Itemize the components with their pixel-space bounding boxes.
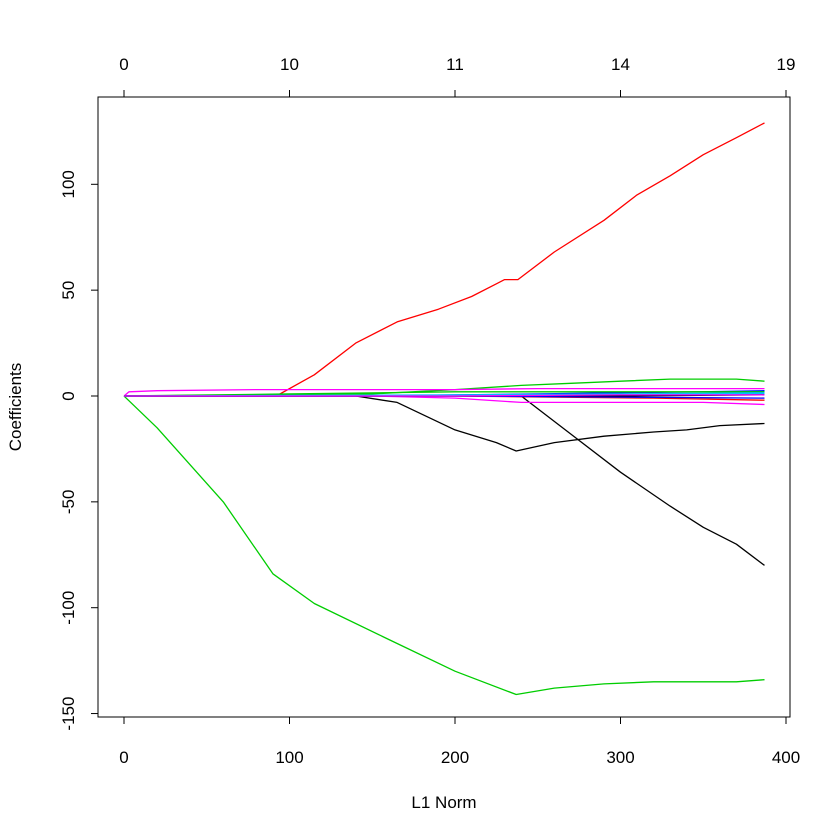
y-tick-label: 100 — [59, 170, 78, 198]
y-tick-label: -50 — [59, 490, 78, 515]
coefficient-path-15 — [124, 394, 765, 397]
axis-layer: 0 100 200 300 400 0 10 11 14 19 -150 -100 -50 0 50 100 — [59, 55, 800, 767]
x-tick-label: 0 — [119, 748, 128, 767]
coefficient-path-2 — [123, 395, 765, 696]
x-tick-label: 100 — [275, 748, 303, 767]
x-tick-label: 200 — [441, 748, 469, 767]
series-layer — [123, 122, 765, 696]
top-tick-label: 14 — [611, 55, 630, 74]
y-tick-label: -150 — [59, 697, 78, 731]
plot-frame — [97, 96, 791, 718]
coefficient-path-5 — [124, 395, 765, 566]
x-axis-title: L1 Norm — [411, 793, 476, 812]
top-tick-label: 10 — [280, 55, 299, 74]
x-tick-label: 400 — [772, 748, 800, 767]
x-tick-label: 300 — [606, 748, 634, 767]
top-tick-label: 0 — [119, 55, 128, 74]
coefficient-path-11 — [123, 391, 765, 397]
y-tick-label: -100 — [59, 591, 78, 625]
coefficient-path-6 — [123, 387, 765, 397]
coefficient-path-1 — [124, 122, 765, 397]
top-tick-label: 19 — [777, 55, 796, 74]
y-tick-label: 0 — [59, 391, 78, 400]
y-tick-label: 50 — [59, 281, 78, 300]
top-tick-label: 11 — [446, 55, 464, 74]
coefficient-path-4 — [124, 395, 765, 452]
y-axis-title: Coefficients — [6, 363, 25, 452]
